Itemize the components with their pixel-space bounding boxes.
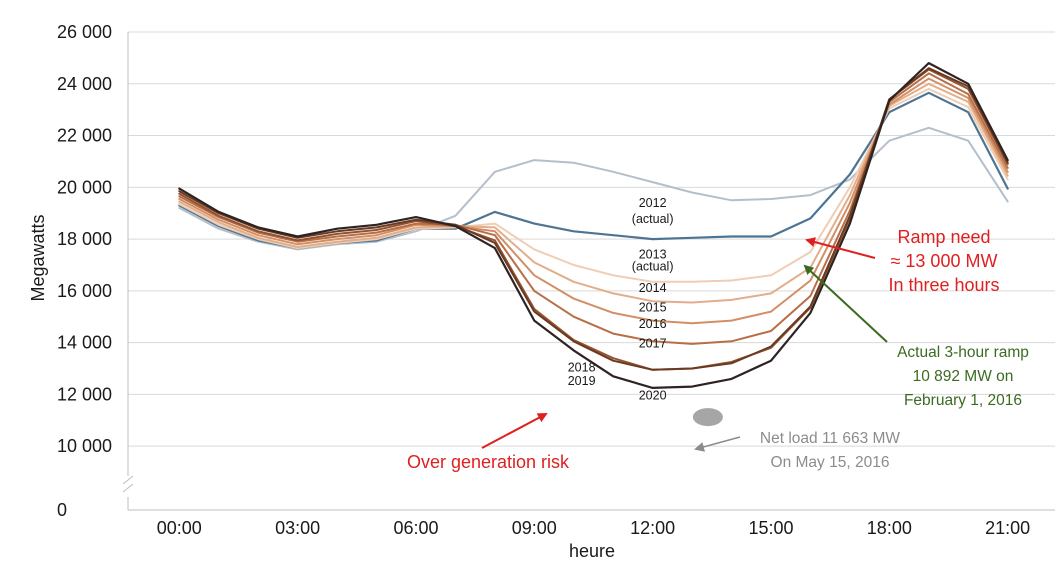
series-label-8: 2018 <box>568 361 596 375</box>
net-load-line-2: On May 15, 2016 <box>771 454 890 471</box>
x-tick-label-7: 21:00 <box>985 518 1030 538</box>
over-generation-label: Over generation risk <box>407 452 570 472</box>
actual-ramp-line-1: Actual 3-hour ramp <box>897 344 1029 361</box>
x-tick-label-5: 15:00 <box>748 518 793 538</box>
y-tick-label-7: 24 000 <box>57 74 112 94</box>
series-line-2015 <box>178 82 1009 304</box>
annotation-ramp-need: Ramp need ≈ 13 000 MW In three hours <box>805 227 1000 295</box>
axis-break-mark-1 <box>122 475 134 485</box>
series-line-2019 <box>178 67 1009 371</box>
ramp-need-arrow <box>805 237 876 259</box>
y-tick-label-1: 12 000 <box>57 384 112 404</box>
y-tick-label-4: 18 000 <box>57 229 112 249</box>
y-tick-label-zero: 0 <box>57 500 67 520</box>
series-label-4: 2014 <box>639 281 667 295</box>
x-tick-label-6: 18:00 <box>867 518 912 538</box>
net-load-marker <box>692 408 723 427</box>
series-line-2014 <box>178 87 1009 283</box>
series-label-7: 2017 <box>639 336 667 350</box>
series-labels: 2012(actual)2013(actual)2014201520162017… <box>568 196 674 402</box>
y-tick-label-3: 16 000 <box>57 281 112 301</box>
series-label-9: 2019 <box>568 374 596 388</box>
x-tick-label-4: 12:00 <box>630 518 675 538</box>
x-tick-label-3: 09:00 <box>512 518 557 538</box>
series-label-5: 2015 <box>639 301 667 315</box>
y-tick-label-5: 20 000 <box>57 177 112 197</box>
x-tick-label-2: 06:00 <box>393 518 438 538</box>
actual-ramp-line-3: February 1, 2016 <box>904 392 1022 409</box>
y-tick-label-0: 10 000 <box>57 436 112 456</box>
series-line-2020 <box>178 61 1009 389</box>
series-line-2012-actual <box>178 126 1009 251</box>
over-generation-arrow <box>481 413 548 449</box>
series-label-6: 2016 <box>639 317 667 331</box>
y-tick-label-6: 22 000 <box>57 126 112 146</box>
series-label-1: (actual) <box>632 212 674 226</box>
y-axis-title: Megawatts <box>28 214 48 301</box>
y-tick-label-2: 14 000 <box>57 333 112 353</box>
tick-labels: 10 000 12 000 14 000 16 000 18 000 20 000 22 0… <box>57 22 1030 538</box>
actual-ramp-arrow <box>803 264 888 343</box>
axis-break-mark-2 <box>122 483 134 493</box>
axes <box>122 32 1055 511</box>
ramp-need-line-1: Ramp need <box>897 227 990 247</box>
x-tick-label-0: 00:00 <box>157 518 202 538</box>
series-label-2: 2013 <box>639 248 667 262</box>
actual-ramp-line-2: 10 892 MW on <box>913 368 1014 385</box>
y-tick-label-8: 26 000 <box>57 22 112 42</box>
x-tick-label-1: 03:00 <box>275 518 320 538</box>
net-load-arrow <box>694 436 741 452</box>
annotation-actual-ramp: Actual 3-hour ramp 10 892 MW on February… <box>803 264 1029 409</box>
ramp-need-line-3: In three hours <box>888 275 999 295</box>
series-label-10: 2020 <box>639 389 667 403</box>
series-label-0: 2012 <box>639 196 667 210</box>
series-lines <box>178 61 1009 389</box>
net-load-line-1: Net load 11 663 MW <box>760 430 901 447</box>
ramp-need-line-2: ≈ 13 000 MW <box>891 251 998 271</box>
annotation-over-generation: Over generation risk <box>407 413 570 472</box>
series-label-3: (actual) <box>632 260 674 274</box>
x-axis-title: heure <box>569 541 615 561</box>
annotation-net-load: Net load 11 663 MW On May 15, 2016 <box>692 408 901 471</box>
